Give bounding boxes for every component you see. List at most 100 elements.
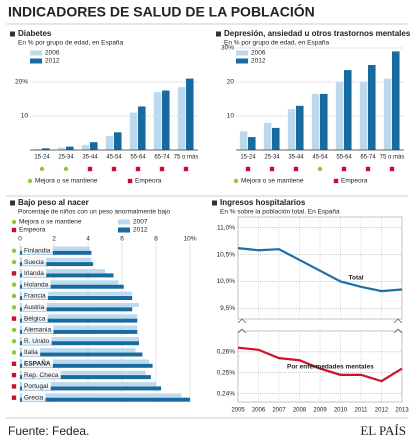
status-marker [11,384,17,389]
x-tick-label: 15-24 [34,155,50,161]
brand: EL PAÍS [360,423,406,438]
title-marker [10,31,15,37]
bar [392,51,400,150]
x-tick-label: 2013 [395,408,409,414]
x-tick-label: 4 [86,236,90,243]
bar [20,280,119,285]
status-marker [11,339,17,344]
status-marker [27,178,33,184]
legend-label: 2012 [251,58,266,65]
y-tick-label: 20 [227,79,235,86]
x-tick-label: 25-34 [58,155,74,161]
bar [20,363,153,368]
status-marker [11,248,17,253]
y-tick-label: Alemania [24,327,51,334]
legend-swatch [118,219,130,225]
status-legend-label: Mejora o se mantiene [241,178,304,185]
status-marker [11,259,17,265]
y-tick-label: Italia [24,349,38,356]
bar [33,148,42,150]
status-marker [11,305,17,310]
status-marker [233,178,239,184]
label-background [22,269,47,278]
status-legend-label: Mejora o se mantiene [19,219,82,226]
bar [239,131,248,150]
y-tick-label: Francia [24,293,46,300]
bar [20,352,143,357]
x-tick-label: 10% [183,236,196,243]
bar [311,93,320,150]
bar [20,386,162,391]
title-marker [10,200,15,206]
x-tick-label: 65-74 [154,155,170,161]
y-tick-label: 10 [21,113,29,120]
bar [287,109,296,150]
y-tick-label: 9,5% [220,305,235,312]
bar [105,136,114,150]
legend-swatch [236,58,248,64]
bar [81,144,90,150]
label-background [22,370,61,379]
page-title: INDICADORES DE SALUD DE LA POBLACIÓN [8,3,315,20]
bar [20,246,90,251]
status-legend-label: Empeora [135,178,162,185]
bar [186,78,194,150]
chart-title: Diabetes [18,29,52,38]
axis-break [393,318,403,334]
status-marker [317,166,323,172]
bar [20,325,138,330]
x-tick-label: 2007 [272,408,286,414]
status-legend-label: Empeora [19,227,46,234]
status-marker [293,166,299,172]
y-tick-label: 0,24% [217,390,236,397]
status-marker [269,166,275,172]
status-marker [127,178,133,184]
bar [20,397,190,402]
legend-label: 2012 [133,227,148,234]
y-tick-label: Finlandia [24,248,51,255]
status-marker [245,166,251,172]
y-tick-label: Portugal [24,383,49,390]
status-marker [11,293,17,299]
x-tick-label: 15-24 [240,155,256,161]
label-background [22,336,52,345]
x-tick-label: 2 [52,236,56,243]
title-marker [216,31,221,37]
x-tick-label: 45-54 [312,155,328,161]
line [237,247,403,293]
legend-swatch [118,227,130,233]
status-marker [333,178,339,184]
chart-subtitle: Porcentaje de niños con un peso anormalm… [18,209,171,216]
bar [320,93,328,150]
bar [153,92,162,150]
status-legend-label: Empeora [341,178,368,185]
bar [57,147,66,150]
x-tick-label: 0 [18,236,22,243]
status-marker [365,166,371,172]
label-background [22,382,51,391]
status-marker [389,166,395,172]
x-tick-label: 75 o más [380,155,405,161]
legend-swatch [30,50,42,56]
x-tick-label: 2011 [355,408,369,414]
status-marker [87,166,93,172]
x-tick-label: 35-44 [82,155,98,161]
chart-subtitle: En % sobre la población total. En España [220,209,340,216]
x-tick-label: 45-54 [106,155,122,161]
label-background [22,303,47,311]
bar [335,82,344,150]
legend-label: 2006 [251,50,266,57]
x-tick-label: 55-64 [130,155,146,161]
label-background [22,246,53,255]
bar [20,303,139,307]
title-marker [212,200,217,206]
label-background [22,291,49,300]
status-marker [11,282,17,287]
y-tick-label: 11,0% [217,224,235,231]
status-marker [11,372,17,378]
y-tick-label: 0,25% [217,369,236,376]
bar [20,370,146,375]
bar [20,284,124,289]
y-tick-label: 10,0% [217,278,236,285]
